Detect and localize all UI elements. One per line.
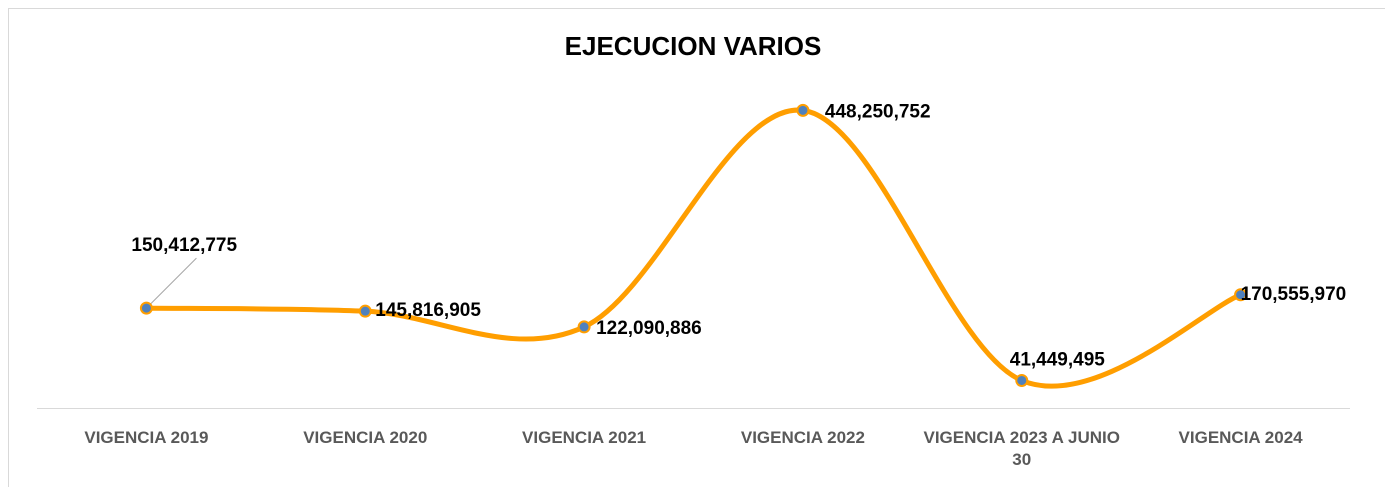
marker xyxy=(358,304,372,318)
x-tick-label: VIGENCIA 2020 xyxy=(303,428,428,447)
marker xyxy=(577,320,591,334)
data-label: 122,090,886 xyxy=(596,318,702,339)
leader-line xyxy=(146,257,197,309)
x-tick-label: VIGENCIA 2023 A JUNIO 30 xyxy=(923,428,1120,469)
marker xyxy=(1015,373,1029,387)
chart-title: EJECUCION VARIOS xyxy=(565,31,822,61)
x-tick-label: VIGENCIA 2024 xyxy=(1178,428,1303,447)
marker xyxy=(139,301,153,315)
data-label: 145,816,905 xyxy=(375,300,481,321)
data-label: 448,250,752 xyxy=(825,101,931,122)
data-label: 150,412,775 xyxy=(131,235,237,256)
x-tick-label: VIGENCIA 2022 xyxy=(740,428,865,447)
marker xyxy=(796,103,810,117)
x-tick-label: VIGENCIA 2021 xyxy=(522,428,647,447)
data-label: 41,449,495 xyxy=(1010,349,1106,370)
x-tick-label: VIGENCIA 2019 xyxy=(84,428,209,447)
line xyxy=(143,107,1244,389)
chart-border xyxy=(8,8,1385,487)
marker xyxy=(1234,288,1248,302)
data-label: 170,555,970 xyxy=(1241,284,1347,305)
